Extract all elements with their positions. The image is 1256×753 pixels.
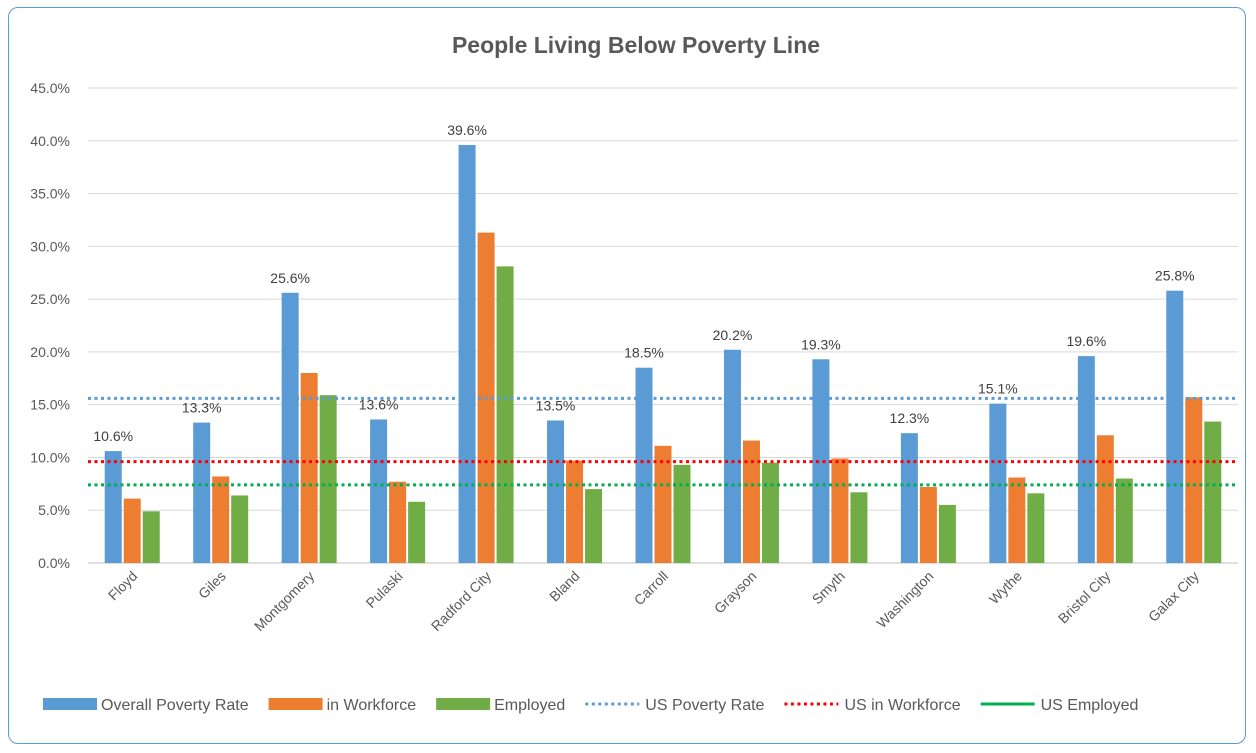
reference-lines — [88, 396, 1238, 487]
y-tick-label: 5.0% — [38, 502, 70, 518]
y-tick-label: 15.0% — [30, 397, 70, 413]
bar-employed — [850, 492, 868, 563]
data-labels: 10.6% 13.3% 25.6% 13.6% 39.6% 13.5% 18.5% 20.2%… — [93, 122, 1194, 444]
legend: Overall Poverty Rate in Workforce Employed… — [43, 697, 1138, 714]
bar-employed — [1115, 478, 1133, 563]
data-label: 13.6% — [359, 396, 399, 412]
x-tick-label: Washington — [873, 568, 936, 631]
bar-in-workforce — [1096, 435, 1114, 563]
legend-swatch — [43, 698, 97, 710]
x-tick-label: Carroll — [631, 568, 671, 608]
legend-label: US in Workforce — [844, 697, 960, 714]
legend-swatch — [436, 698, 491, 710]
legend-label: Overall Poverty Rate — [101, 697, 249, 714]
bar-overall-poverty-rate — [458, 145, 476, 563]
bar-overall-poverty-rate — [723, 349, 741, 563]
bar-employed — [142, 511, 160, 563]
data-label: 13.3% — [182, 400, 222, 416]
bar-employed — [673, 464, 691, 563]
data-label: 18.5% — [624, 345, 664, 361]
x-tick-label: Floyd — [105, 568, 141, 604]
bar-in-workforce — [654, 445, 672, 563]
bar-in-workforce — [1185, 397, 1203, 563]
bar-in-workforce — [212, 476, 230, 563]
bars — [104, 145, 1222, 563]
bar-in-workforce — [742, 440, 760, 563]
bar-overall-poverty-rate — [370, 419, 388, 563]
x-tick-label: Galax City — [1145, 568, 1202, 625]
y-axis-ticks: 0.0% 5.0% 10.0% 15.0% 20.0% 25.0% 30.0% 35.0% 40… — [30, 80, 70, 571]
x-tick-label: Bland — [546, 568, 583, 605]
chart-title: People Living Below Poverty Line — [452, 32, 820, 58]
data-label: 12.3% — [890, 410, 930, 426]
bar-overall-poverty-rate — [1166, 290, 1184, 563]
x-tick-label: Pulaski — [363, 568, 406, 611]
bar-overall-poverty-rate — [104, 451, 122, 563]
bar-in-workforce — [919, 487, 937, 563]
data-label: 20.2% — [713, 327, 753, 343]
bar-overall-poverty-rate — [989, 403, 1007, 563]
x-tick-label: Bristol City — [1055, 568, 1114, 627]
x-tick-label: Smyth — [809, 568, 848, 607]
bar-employed — [319, 395, 337, 563]
bar-in-workforce — [389, 481, 407, 563]
bar-overall-poverty-rate — [812, 359, 830, 563]
y-tick-label: 30.0% — [30, 238, 70, 254]
bar-overall-poverty-rate — [900, 433, 918, 563]
y-tick-label: 40.0% — [30, 133, 70, 149]
y-tick-label: 35.0% — [30, 186, 70, 202]
gridlines — [88, 87, 1238, 564]
legend-label: Employed — [494, 697, 565, 714]
x-tick-label: Grayson — [711, 568, 760, 617]
bar-overall-poverty-rate — [1077, 356, 1095, 563]
bar-in-workforce — [831, 458, 849, 563]
y-tick-label: 10.0% — [30, 449, 70, 465]
y-tick-label: 45.0% — [30, 80, 70, 96]
y-tick-label: 20.0% — [30, 344, 70, 360]
bar-overall-poverty-rate — [635, 367, 653, 563]
data-label: 39.6% — [447, 122, 487, 138]
y-tick-label: 25.0% — [30, 291, 70, 307]
data-label: 13.5% — [536, 398, 576, 414]
data-label: 10.6% — [93, 428, 133, 444]
bar-in-workforce — [566, 460, 584, 563]
bar-in-workforce — [1008, 477, 1026, 563]
bar-employed — [585, 489, 603, 563]
chart-frame — [8, 7, 1246, 744]
data-label: 25.8% — [1155, 268, 1195, 284]
x-tick-label: Radford City — [428, 568, 494, 634]
data-label: 19.3% — [801, 336, 841, 352]
x-tick-label: Wythe — [986, 568, 1025, 607]
bar-employed — [496, 266, 514, 563]
bar-employed — [761, 462, 779, 563]
x-tick-label: Giles — [195, 568, 229, 602]
legend-label: US Employed — [1041, 697, 1139, 714]
bar-employed — [1027, 493, 1045, 563]
data-label: 15.1% — [978, 381, 1018, 397]
bar-overall-poverty-rate — [281, 292, 299, 563]
bar-overall-poverty-rate — [193, 422, 211, 563]
bar-employed — [408, 501, 426, 563]
bar-employed — [231, 495, 249, 563]
data-label: 19.6% — [1066, 333, 1106, 349]
x-axis-ticks: Floyd Giles Montgomery Pulaski Radford City B… — [105, 568, 1202, 634]
legend-label: US Poverty Rate — [645, 697, 764, 714]
bar-in-workforce — [123, 498, 141, 563]
bar-employed — [938, 504, 956, 563]
x-tick-label: Montgomery — [251, 568, 317, 634]
y-tick-label: 0.0% — [38, 555, 70, 571]
bar-employed — [1204, 421, 1222, 563]
bar-in-workforce — [300, 373, 318, 563]
legend-label: in Workforce — [327, 697, 417, 714]
data-label: 25.6% — [270, 270, 310, 286]
legend-swatch — [268, 698, 323, 710]
bar-overall-poverty-rate — [547, 420, 565, 563]
